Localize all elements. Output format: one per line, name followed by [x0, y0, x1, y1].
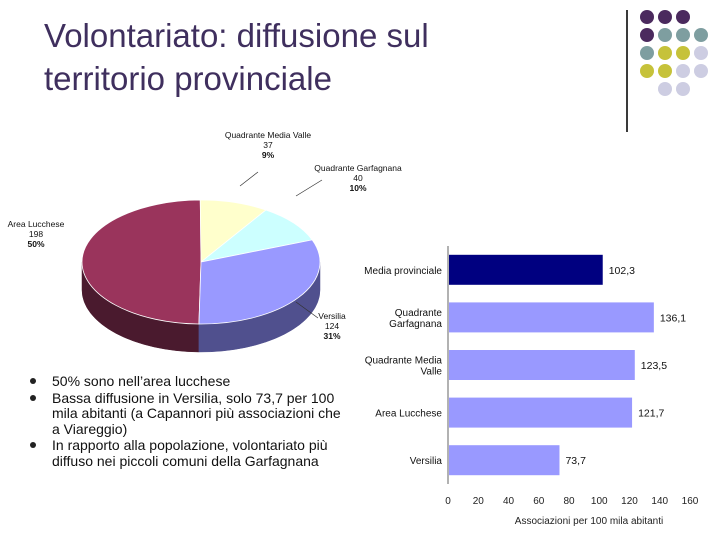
pie-value-label: 198	[29, 229, 43, 239]
decor-dot	[676, 10, 690, 24]
decor-dot	[694, 64, 708, 78]
bar-category-label: Area Lucchese	[375, 409, 442, 420]
bullet-item: In rapporto alla popolazione, volontaria…	[30, 437, 350, 469]
page-title: Volontariato: diffusione sul territorio …	[44, 14, 564, 100]
bullet-text: Bassa diffusione in Versilia, solo 73,7 …	[52, 389, 341, 437]
pie-label: Area Lucchese	[8, 219, 65, 229]
pie-leader-line	[295, 301, 319, 319]
bullet-list: 50% sono nell’area lucchese Bassa diffus…	[30, 373, 350, 470]
bar	[449, 397, 633, 428]
x-axis-title: Associazioni per 100 mila abitanti	[515, 516, 663, 527]
x-tick-label: 20	[473, 496, 485, 507]
decor-dot	[676, 28, 690, 42]
bar-category-label: Versilia	[410, 456, 443, 467]
pie-label: Quadrante Media Valle	[225, 130, 312, 140]
decor-divider	[626, 10, 628, 132]
decor-dot	[658, 28, 672, 42]
decor-dot	[640, 10, 654, 24]
bullet-text: 50% sono nell’area lucchese	[52, 373, 231, 389]
bar-category-label: Valle	[421, 367, 443, 378]
bar-category-label: Media provinciale	[364, 266, 442, 277]
bar-category-label: Garfagnana	[389, 319, 442, 330]
x-tick-label: 0	[445, 496, 451, 507]
decor-dot	[676, 64, 690, 78]
bullet-dot	[30, 394, 36, 401]
bar-category-label: Quadrante	[395, 308, 443, 319]
decor-dot	[658, 82, 672, 96]
title-line-2: territorio provinciale	[44, 60, 332, 97]
decor-dot	[676, 82, 690, 96]
pie-value-label: 124	[325, 321, 339, 331]
decor-dot	[658, 46, 672, 60]
bullet-text: In rapporto alla popolazione, volontaria…	[52, 437, 328, 469]
pie-percent-label: 50%	[27, 239, 44, 249]
x-tick-label: 80	[563, 496, 575, 507]
pie-slice	[200, 209, 313, 263]
x-tick-label: 140	[651, 496, 668, 507]
bullet-dot	[30, 378, 36, 384]
bullet-item: Bassa diffusione in Versilia, solo 73,7 …	[30, 389, 350, 438]
decor-dot	[658, 10, 672, 24]
pie-slice	[81, 199, 202, 325]
x-tick-label: 160	[682, 496, 699, 507]
bar-value-label: 102,3	[609, 265, 635, 277]
x-tick-label: 120	[621, 496, 638, 507]
bar	[449, 445, 560, 476]
decor-dot	[694, 28, 708, 42]
bar	[449, 302, 654, 333]
bar-value-label: 123,5	[641, 360, 667, 372]
pie-label: Versilia	[318, 311, 346, 321]
bar-category-label: Quadrante Media	[365, 356, 443, 367]
x-tick-label: 40	[503, 496, 515, 507]
pie-value-label: 37	[263, 140, 273, 150]
pie-percent-label: 9%	[262, 150, 275, 160]
bar-value-label: 121,7	[638, 408, 664, 420]
decor-dot	[658, 64, 672, 78]
x-tick-label: 60	[533, 496, 545, 507]
decor-dot	[640, 28, 654, 42]
bar-value-label: 136,1	[660, 312, 686, 324]
bullet-dot	[30, 442, 36, 448]
value-label-box	[603, 257, 644, 282]
pie-label: Quadrante Garfagnana	[314, 163, 402, 173]
x-tick-label: 100	[591, 496, 608, 507]
pie-leader-line	[239, 171, 259, 187]
bar-value-label: 73,7	[565, 455, 586, 467]
decor-dot	[694, 46, 708, 60]
pie-percent-label: 10%	[349, 183, 366, 193]
pie-leader-line	[295, 179, 323, 197]
pie-slice	[198, 239, 321, 325]
bullet-item: 50% sono nell’area lucchese	[30, 373, 350, 390]
decor-dot	[676, 46, 690, 60]
pie-percent-label: 31%	[323, 331, 340, 341]
decor-dot	[640, 46, 654, 60]
bar	[449, 350, 635, 380]
title-line-1: Volontariato: diffusione sul	[44, 17, 429, 54]
bar	[449, 254, 603, 285]
pie-value-label: 40	[353, 173, 363, 183]
decor-dot	[640, 64, 654, 78]
